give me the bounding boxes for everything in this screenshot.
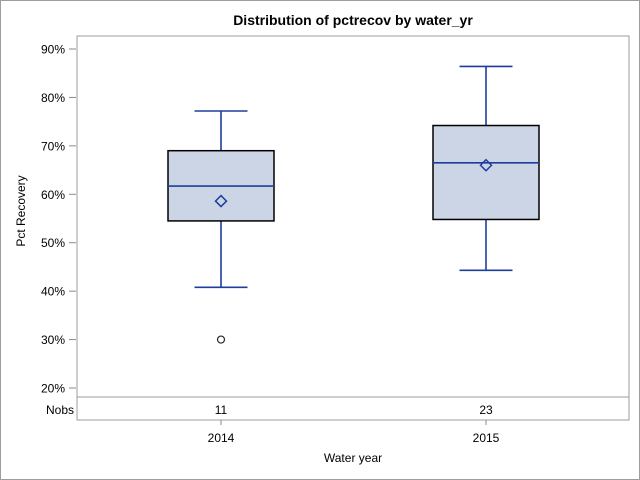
y-tick-label: 40%: [41, 285, 65, 299]
y-tick-label: 90%: [41, 43, 65, 57]
x-axis-title: Water year: [323, 451, 383, 465]
chart-title: Distribution of pctrecov by water_yr: [233, 12, 473, 28]
iqr-box: [432, 124, 540, 221]
x-tick-label: 2015: [473, 431, 500, 445]
nobs-value: 23: [479, 403, 493, 417]
mean-diamond: [214, 194, 228, 208]
nobs-row-label: Nobs: [45, 403, 74, 417]
mean-diamond: [479, 158, 493, 172]
y-tick-label: 80%: [41, 91, 65, 105]
y-tick-label: 50%: [41, 236, 65, 250]
y-tick-label: 30%: [41, 333, 65, 347]
y-tick-label: 70%: [41, 139, 65, 153]
plot-area-border: [76, 35, 630, 421]
x-tick-label: 2014: [208, 431, 235, 445]
y-tick-label: 20%: [41, 382, 65, 396]
outlier-marker: [216, 335, 226, 344]
nobs-value: 11: [215, 403, 228, 417]
y-tick-label: 60%: [41, 188, 65, 202]
